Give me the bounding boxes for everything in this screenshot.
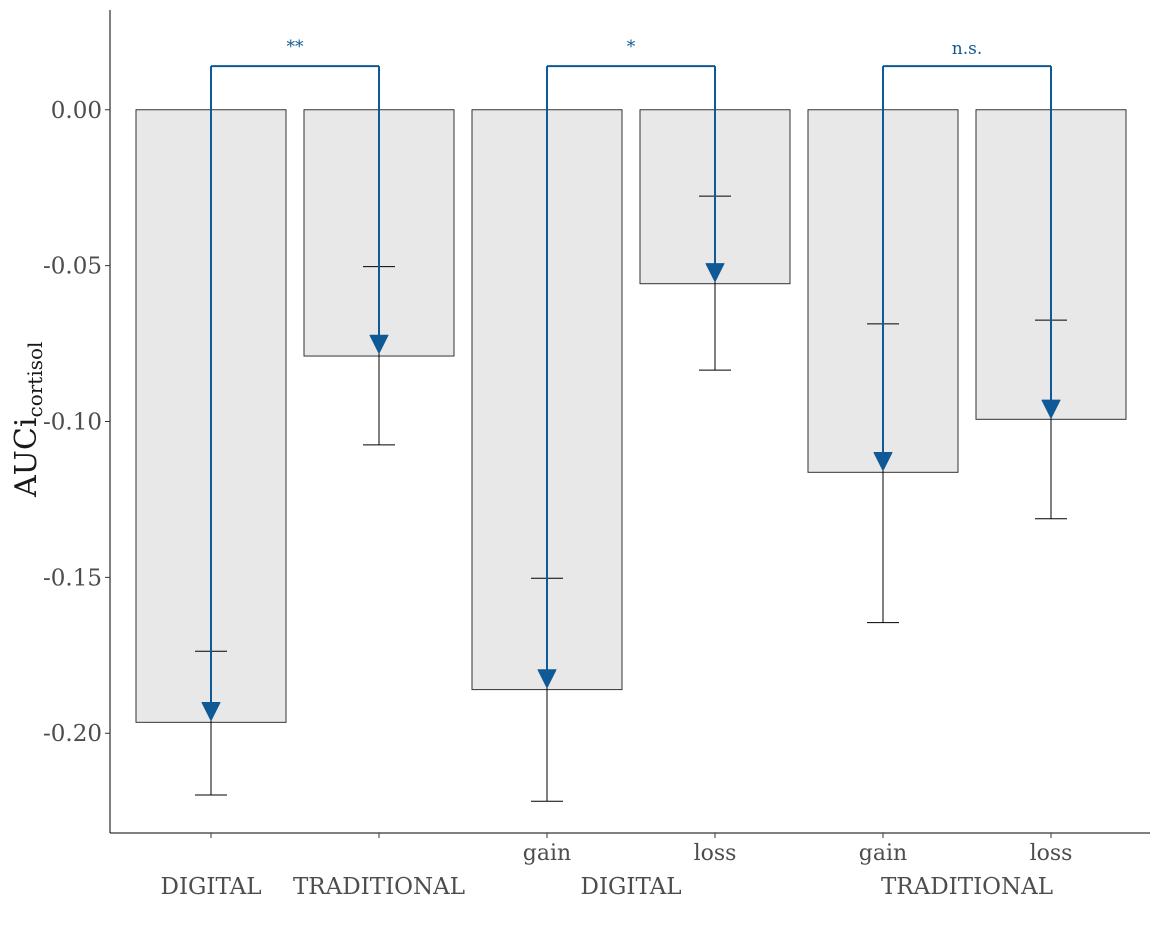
ticks-layer: 0.00 -0.05 -0.10 -0.15 -0.20 gain loss gain loss… <box>43 98 1072 900</box>
annotation-layer: ** * n.s. <box>201 37 1061 722</box>
y-tick-label: -0.05 <box>43 254 102 280</box>
y-tick-label: -0.20 <box>43 721 102 747</box>
marker-triangle <box>537 669 557 689</box>
x-category-label: gain <box>859 841 907 866</box>
marker-triangle <box>705 263 725 283</box>
x-group-label: TRADITIONAL <box>293 874 465 900</box>
significance-label: ** <box>287 37 305 57</box>
y-axis-title-subscript: cortisol <box>23 342 47 418</box>
x-group-label: TRADITIONAL <box>881 874 1053 900</box>
significance-label: n.s. <box>952 39 982 59</box>
x-category-label: loss <box>1030 841 1073 866</box>
y-tick-label: -0.15 <box>43 565 102 591</box>
bars-layer <box>135 109 1127 802</box>
marker-triangle <box>873 452 893 472</box>
x-group-label: DIGITAL <box>161 874 262 900</box>
marker-triangle <box>1041 399 1061 419</box>
x-group-label: DIGITAL <box>581 874 682 900</box>
y-axis-title: AUCicortisol <box>9 342 47 498</box>
x-category-label: gain <box>523 841 571 866</box>
x-category-label: loss <box>694 841 737 866</box>
marker-triangle <box>369 334 389 354</box>
y-axis-title-main: AUCi <box>9 418 44 499</box>
significance-label: * <box>627 37 636 57</box>
marker-triangle <box>201 702 221 722</box>
y-tick-label: -0.10 <box>43 410 102 436</box>
y-tick-label: 0.00 <box>51 98 102 124</box>
